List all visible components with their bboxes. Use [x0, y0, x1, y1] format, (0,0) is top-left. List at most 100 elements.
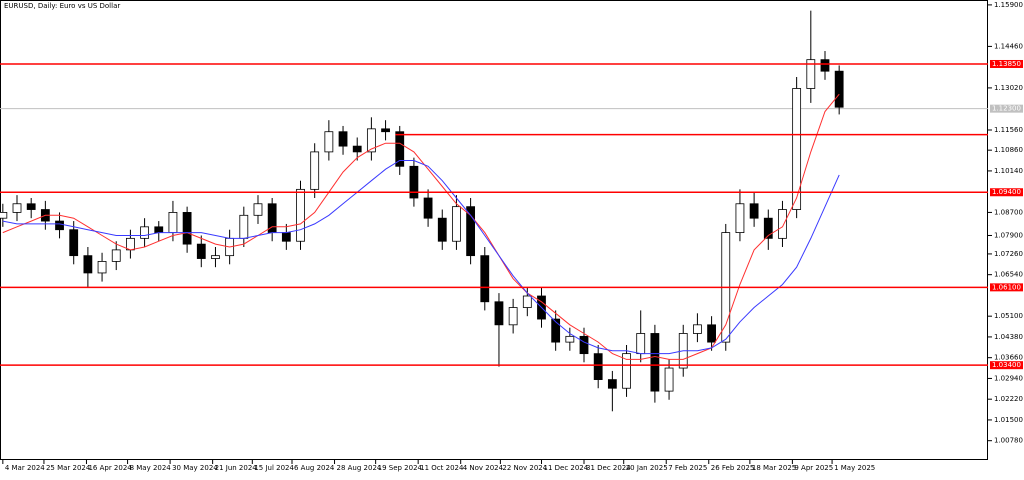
y-tick-label: 1.10140 [994, 167, 1023, 175]
candle-body [324, 131, 334, 153]
candle-body [650, 333, 660, 392]
moving-average [2, 93, 840, 360]
candle-body [154, 226, 164, 233]
candle-body [338, 131, 348, 147]
x-tick-label: 9 Apr 2025 [794, 464, 833, 472]
candle-body [593, 353, 603, 380]
x-tick-label: 1 May 2025 [834, 464, 875, 472]
candle-body [26, 203, 36, 210]
candle-body [792, 88, 802, 210]
candle-body [253, 203, 263, 216]
y-tick-label: 1.02940 [994, 374, 1023, 382]
x-tick-label: 26 Feb 2025 [711, 464, 755, 472]
candle-body [196, 243, 206, 259]
candle-body [126, 237, 135, 251]
candle-body [366, 128, 376, 153]
y-tick-label: 1.08700 [994, 208, 1023, 216]
candle-body [140, 226, 149, 239]
candle-body [281, 232, 291, 242]
candle-body [735, 203, 745, 233]
y-tick-label: 1.01500 [994, 416, 1023, 424]
candle-body [749, 203, 759, 219]
y-tick-label: 1.07260 [994, 250, 1023, 258]
candle-body [494, 301, 504, 326]
candle-body [437, 217, 447, 242]
level-label: 1.13850 [992, 60, 1021, 68]
candle-body [0, 212, 8, 219]
candle-body [381, 128, 390, 133]
candle-body [409, 165, 419, 199]
level-tag [990, 188, 1023, 197]
candle-body [565, 335, 575, 343]
x-tick-label: 16 Apr 2024 [88, 464, 132, 472]
candle-body [834, 70, 844, 108]
candle-body [763, 217, 773, 239]
candle-body [551, 318, 561, 343]
y-tick-label: 1.10860 [994, 146, 1023, 154]
level-label: 1.06100 [992, 283, 1021, 291]
x-tick-label: 4 Mar 2024 [5, 464, 45, 472]
level-label: 1.09400 [992, 188, 1021, 196]
candle-body [452, 206, 461, 242]
x-tick-label: 18 Mar 2025 [752, 464, 796, 472]
x-tick-label: 8 May 2024 [130, 464, 172, 472]
candle-body [239, 214, 249, 239]
candle-body [55, 220, 64, 231]
current-price-tag [990, 104, 1023, 113]
y-tick-label: 1.15900 [994, 1, 1023, 9]
y-tick-label: 1.14460 [994, 42, 1023, 50]
candle-body [182, 212, 192, 245]
candle-body [352, 145, 362, 153]
chart-title: EURUSD, Daily: Euro vs US Dollar [4, 2, 120, 10]
candle-body [579, 335, 589, 355]
candle-body [296, 188, 305, 242]
y-tick-label: 1.05100 [994, 312, 1023, 320]
y-tick-label: 1.03660 [994, 354, 1023, 362]
candle-body [310, 151, 320, 190]
y-tick-label: 1.04380 [994, 333, 1023, 341]
candle-body [820, 59, 830, 72]
x-tick-label: 20 Jan 2025 [626, 464, 668, 472]
candle-body [622, 353, 631, 389]
candle-body [480, 255, 490, 303]
x-tick-label: 31 Dec 2024 [586, 464, 631, 472]
x-tick-label: 30 May 2024 [172, 464, 218, 472]
candle-body [111, 249, 121, 262]
candle-body [168, 212, 178, 233]
candle-body [778, 209, 787, 239]
candle-body [508, 307, 518, 326]
x-tick-label: 28 Aug 2024 [337, 464, 382, 472]
moving-average [2, 160, 840, 355]
x-tick-label: 19 Sep 2024 [378, 464, 423, 472]
y-tick-label: 1.13020 [994, 84, 1023, 92]
plot-frame [0, 0, 988, 460]
candle-body [97, 261, 107, 274]
candle-body [522, 295, 532, 308]
x-tick-label: 11 Oct 2024 [420, 464, 464, 472]
candle-body [707, 324, 716, 343]
candle-body [211, 255, 220, 259]
x-tick-label: 6 Aug 2024 [294, 464, 335, 472]
candle-body [466, 206, 476, 257]
x-tick-label: 25 Mar 2024 [46, 464, 91, 472]
candle-body [607, 379, 617, 389]
x-tick-label: 15 Jul 2024 [254, 464, 294, 472]
candle-body [693, 324, 702, 334]
y-tick-label: 1.02220 [994, 395, 1023, 403]
level-tag [990, 59, 1023, 68]
x-tick-label: 22 Nov 2024 [502, 464, 547, 472]
level-tag [990, 283, 1023, 292]
candle-body [69, 229, 79, 257]
level-tag [990, 361, 1023, 370]
y-tick-label: 1.07900 [994, 231, 1023, 239]
candle-body [83, 255, 93, 274]
candle-body [664, 367, 674, 392]
candle-body [395, 131, 405, 167]
y-tick-label: 1.00780 [994, 437, 1023, 445]
candle-body [806, 59, 816, 89]
current-price-label: 1.12300 [992, 105, 1021, 113]
x-tick-label: 7 Feb 2025 [668, 464, 707, 472]
x-tick-label: 4 Nov 2024 [463, 464, 504, 472]
candle-body [423, 197, 433, 219]
